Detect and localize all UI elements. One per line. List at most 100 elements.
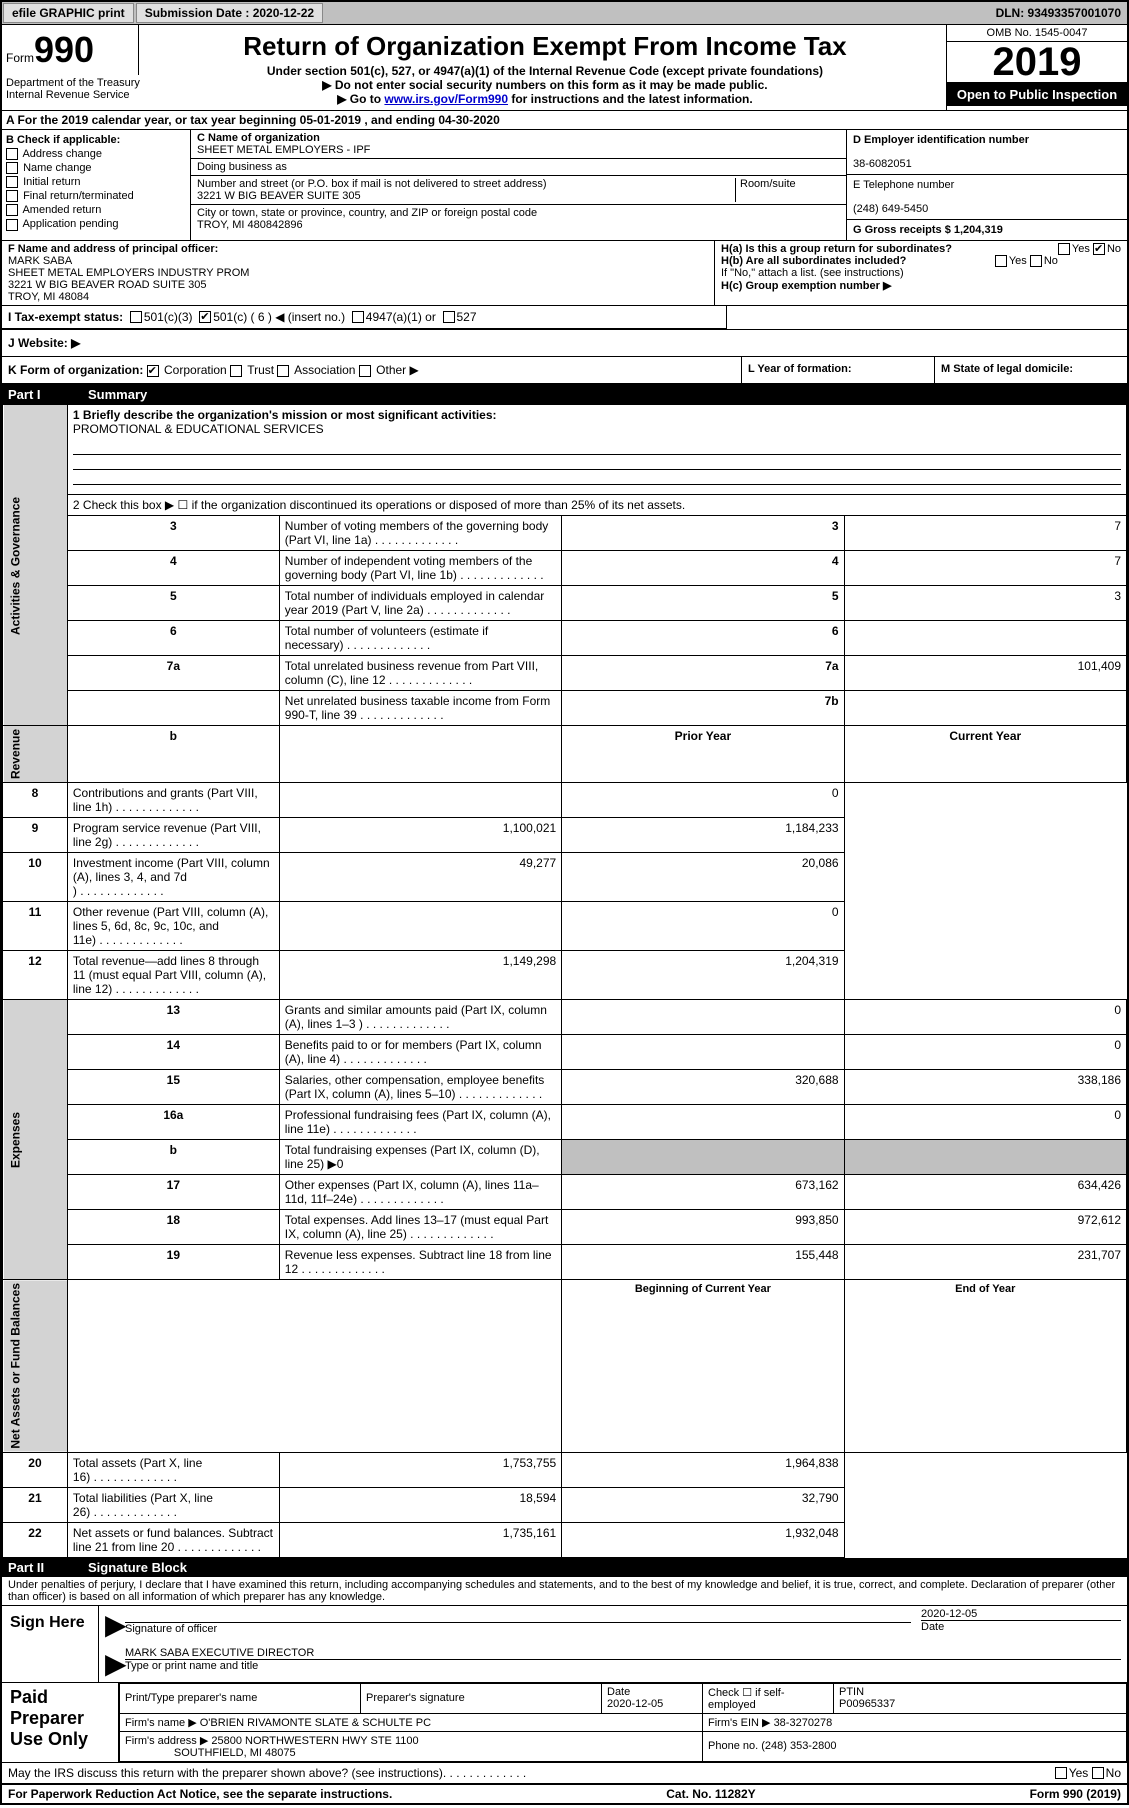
- hb-yes-checkbox[interactable]: [995, 255, 1007, 267]
- form-header: Form990 Department of the Treasury Inter…: [2, 25, 1127, 111]
- footer-right: Form 990 (2019): [1030, 1787, 1121, 1801]
- current-year-value: 32,790: [562, 1487, 844, 1522]
- form-title: Return of Organization Exempt From Incom…: [148, 31, 942, 62]
- prior-year-value: 1,735,161: [279, 1522, 561, 1557]
- type-print-label: Type or print name and title: [125, 1660, 258, 1672]
- irs-link[interactable]: www.irs.gov/Form990: [384, 92, 508, 106]
- date-label: Date: [921, 1621, 944, 1633]
- line-box: 4: [562, 551, 844, 586]
- no-label: No: [1107, 243, 1121, 255]
- line-text: Professional fundraising fees (Part IX, …: [279, 1105, 561, 1140]
- section-c: C Name of organization SHEET METAL EMPLO…: [191, 130, 846, 240]
- line-num: 22: [3, 1522, 68, 1557]
- line-text: Contributions and grants (Part VIII, lin…: [67, 783, 279, 818]
- line1-text: PROMOTIONAL & EDUCATIONAL SERVICES: [73, 422, 324, 436]
- empty-net: [67, 1280, 561, 1453]
- line-box: 7a: [562, 656, 844, 691]
- hb-no-checkbox[interactable]: [1030, 255, 1042, 267]
- title-section: Return of Organization Exempt From Incom…: [144, 25, 946, 110]
- line2: 2 Check this box ▶ ☐ if the organization…: [67, 495, 1126, 516]
- line-text: Revenue less expenses. Subtract line 18 …: [279, 1245, 561, 1280]
- line-value: 7: [844, 551, 1126, 586]
- paid-preparer-block: Paid Preparer Use Only Print/Type prepar…: [2, 1683, 1127, 1763]
- officer-addr: 3221 W BIG BEAVER ROAD SUITE 305: [8, 279, 206, 291]
- 4947-checkbox[interactable]: [352, 311, 364, 323]
- ha-yes-checkbox[interactable]: [1058, 243, 1070, 255]
- 527-checkbox[interactable]: [443, 311, 455, 323]
- line-num: 15: [67, 1070, 279, 1105]
- 501c-checkbox[interactable]: [199, 311, 211, 323]
- summary-table: Activities & Governance 1 Briefly descri…: [2, 404, 1127, 1558]
- phone-value: (248) 649-5450: [853, 203, 928, 215]
- firm-name-label: Firm's name ▶: [125, 1717, 197, 1729]
- line-num: 8: [3, 783, 68, 818]
- dln-label: DLN: 93493357001070: [990, 4, 1127, 22]
- part1-header: Part I Summary: [2, 385, 1127, 404]
- no-label2: No: [1044, 255, 1058, 267]
- 501c3-checkbox[interactable]: [130, 311, 142, 323]
- sig-arrow-icon: ▶: [105, 1608, 125, 1641]
- prep-name-label: Print/Type preparer's name: [120, 1683, 361, 1713]
- tax-exempt-label: I Tax-exempt status:: [8, 310, 123, 324]
- firm-name: O'BRIEN RIVAMONTE SLATE & SCHULTE PC: [200, 1717, 431, 1729]
- efile-print-button[interactable]: efile GRAPHIC print: [3, 3, 134, 23]
- part1-label: Part I: [8, 387, 88, 402]
- section-b-checkbox[interactable]: [6, 204, 18, 216]
- section-b: B Check if applicable: Address change Na…: [2, 130, 191, 240]
- opt-501c3: 501(c)(3): [144, 310, 193, 324]
- section-b-checkbox[interactable]: [6, 148, 18, 160]
- prior-year-value: 673,162: [562, 1175, 844, 1210]
- ha-label: H(a) Is this a group return for subordin…: [721, 243, 952, 255]
- prep-date: 2020-12-05: [607, 1698, 663, 1710]
- line-num: 18: [67, 1210, 279, 1245]
- corp-checkbox[interactable]: [147, 365, 159, 377]
- prior-year-value: [562, 1000, 844, 1035]
- line-text: Net assets or fund balances. Subtract li…: [67, 1522, 279, 1557]
- line-text: Net unrelated business taxable income fr…: [279, 691, 561, 726]
- firm-ein: 38-3270278: [774, 1717, 833, 1729]
- name-org-label: C Name of organization: [197, 132, 320, 144]
- current-year-value: 972,612: [844, 1210, 1126, 1245]
- prior-year-value: 1,149,298: [279, 951, 561, 1000]
- opt-trust: Trust: [247, 363, 274, 377]
- firm-addr2: SOUTHFIELD, MI 48075: [174, 1747, 296, 1759]
- firm-addr-label: Firm's address ▶: [125, 1735, 208, 1747]
- discuss-no-checkbox[interactable]: [1092, 1767, 1104, 1779]
- line-text: Total revenue—add lines 8 through 11 (mu…: [67, 951, 279, 1000]
- line-num: b: [67, 1140, 279, 1175]
- submission-date-button[interactable]: Submission Date : 2020-12-22: [136, 3, 323, 23]
- line-text: Investment income (Part VIII, column (A)…: [67, 853, 279, 902]
- section-b-checkbox[interactable]: [6, 219, 18, 231]
- ha-no-checkbox[interactable]: [1093, 243, 1105, 255]
- tax-exempt-row: I Tax-exempt status: 501(c)(3) 501(c) ( …: [2, 306, 727, 329]
- section-l: L Year of formation:: [742, 357, 935, 383]
- firm-addr1: 25800 NORTHWESTERN HWY STE 1100: [211, 1735, 418, 1747]
- prep-date-label: Date: [607, 1686, 630, 1698]
- section-b-checkbox[interactable]: [6, 190, 18, 202]
- yes-label2: Yes: [1009, 255, 1027, 267]
- section-b-checkbox[interactable]: [6, 176, 18, 188]
- empty-b: [279, 726, 561, 783]
- shaded-cell: [844, 1140, 1126, 1175]
- begin-year-header: Beginning of Current Year: [562, 1280, 844, 1453]
- line-text: Total unrelated business revenue from Pa…: [279, 656, 561, 691]
- current-year-value: 338,186: [844, 1070, 1126, 1105]
- discuss-yes-checkbox[interactable]: [1055, 1767, 1067, 1779]
- section-b-checkbox[interactable]: [6, 162, 18, 174]
- trust-checkbox[interactable]: [230, 365, 242, 377]
- prior-year-value: 155,448: [562, 1245, 844, 1280]
- line-num: 5: [67, 586, 279, 621]
- assoc-checkbox[interactable]: [277, 365, 289, 377]
- org-city: TROY, MI 480842896: [197, 219, 303, 231]
- sidebar-governance: Activities & Governance: [3, 405, 68, 726]
- prep-check-label: Check ☐ if self-employed: [703, 1683, 834, 1713]
- prep-phone-label: Phone no.: [708, 1740, 758, 1752]
- opt-corp: Corporation: [164, 363, 227, 377]
- officer-name-title: MARK SABA EXECUTIVE DIRECTOR: [125, 1647, 1121, 1660]
- line-text: Salaries, other compensation, employee b…: [279, 1070, 561, 1105]
- opt-other: Other ▶: [376, 363, 419, 377]
- section-b-c-d: B Check if applicable: Address change Na…: [2, 130, 1127, 241]
- other-checkbox[interactable]: [359, 365, 371, 377]
- section-k: K Form of organization: Corporation Trus…: [2, 357, 742, 383]
- current-year-value: 0: [562, 783, 844, 818]
